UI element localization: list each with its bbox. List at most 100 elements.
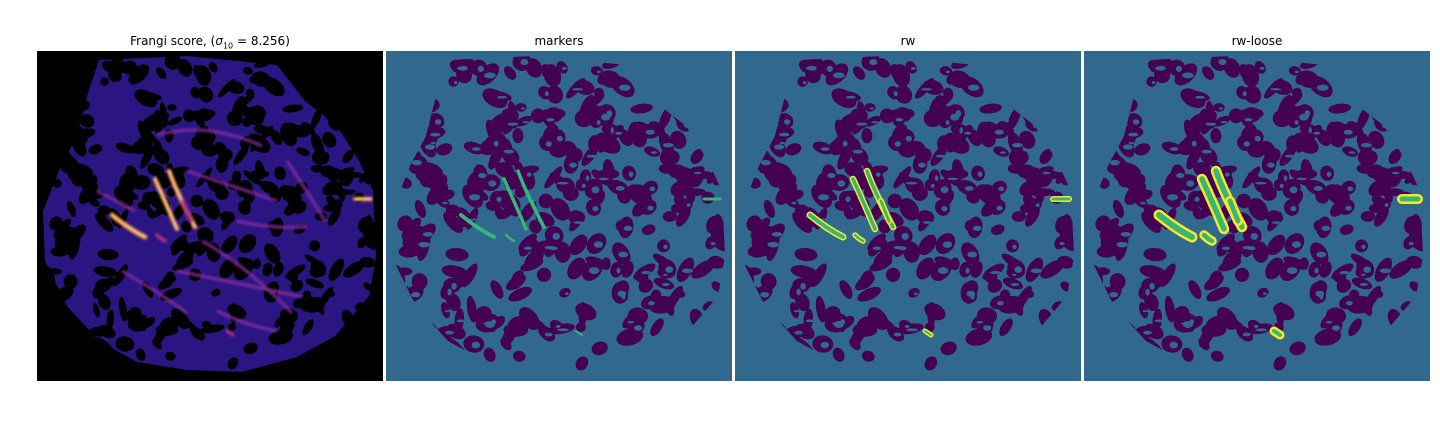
background-hole	[1012, 244, 1017, 250]
background-hole	[910, 66, 916, 70]
tissue-blob	[983, 184, 995, 194]
low-score-blob	[221, 235, 238, 255]
background-hole	[826, 65, 833, 72]
tissue-blob	[1236, 193, 1252, 209]
background-hole	[1151, 80, 1156, 85]
background-hole	[1169, 147, 1179, 151]
tissue-blob	[567, 257, 586, 280]
background-hole	[1116, 241, 1129, 248]
background-hole	[1154, 319, 1164, 323]
tissue-blob	[543, 64, 562, 87]
tissue-blob	[1198, 337, 1210, 351]
tissue-blob	[979, 103, 1002, 114]
tissue-blob	[1288, 115, 1302, 129]
background-hole	[964, 131, 972, 135]
tissue-blob	[1192, 206, 1202, 219]
background-hole	[1279, 183, 1284, 188]
background-hole	[856, 122, 868, 126]
tissue-blob	[662, 211, 678, 222]
background-hole	[965, 267, 970, 274]
low-score-blob	[159, 316, 180, 333]
tissue-blob	[1251, 199, 1269, 218]
background-hole	[552, 232, 561, 240]
tissue-blob	[512, 128, 524, 144]
background-hole	[588, 267, 600, 275]
low-score-blob	[243, 190, 256, 206]
background-hole	[1271, 221, 1281, 224]
background-hole	[996, 205, 1003, 211]
tissue-blob	[934, 256, 959, 270]
background-hole	[544, 332, 553, 337]
tissue-blob	[891, 124, 908, 142]
background-hole	[1296, 177, 1307, 181]
tissue-blob	[597, 168, 620, 180]
low-score-blob	[251, 105, 266, 120]
background-hole	[794, 330, 803, 335]
background-hole	[456, 319, 466, 323]
tissue-blob	[935, 103, 951, 119]
background-hole	[445, 330, 454, 335]
tissue-blob	[940, 189, 955, 207]
background-hole	[478, 173, 487, 179]
background-hole	[983, 325, 992, 331]
tissue-blob	[1267, 234, 1286, 256]
low-score-blob	[249, 169, 270, 179]
background-hole	[1059, 241, 1065, 246]
low-score-blob	[80, 174, 98, 190]
background-hole	[1384, 203, 1389, 208]
background-hole	[665, 266, 674, 273]
background-hole	[444, 310, 451, 313]
marker-seed	[879, 199, 891, 223]
low-score-blob	[253, 124, 269, 134]
tissue-blob	[494, 206, 504, 219]
background-hole	[561, 66, 567, 70]
background-hole	[1267, 162, 1275, 168]
background-hole	[1224, 172, 1230, 177]
tissue-blob	[902, 199, 920, 218]
low-score-blob	[242, 67, 253, 75]
medium-response	[186, 169, 278, 203]
tissue-blob	[556, 61, 568, 74]
marker-seed	[851, 177, 877, 231]
tissue-blob	[1139, 265, 1166, 279]
panel-rw: rw	[735, 32, 1081, 381]
tissue-blob	[621, 260, 634, 278]
tissue-blob	[1017, 164, 1036, 179]
low-score-blob	[270, 130, 283, 146]
background-hole	[831, 322, 843, 325]
tissue-blob	[1190, 315, 1204, 329]
tissue-blob	[1277, 169, 1290, 186]
low-score-blob	[100, 77, 109, 86]
tissue-blob	[790, 189, 804, 200]
tissue-blob	[999, 318, 1013, 336]
low-score-blob	[98, 294, 111, 310]
background-hole	[1254, 135, 1261, 142]
background-hole	[663, 273, 668, 276]
tissue-blob	[1252, 241, 1269, 263]
markers-image	[386, 51, 732, 381]
background-hole	[1254, 181, 1267, 185]
background-hole	[1379, 268, 1392, 274]
tissue-blob	[530, 108, 546, 124]
low-score-blob	[93, 266, 118, 278]
tissue-blob	[628, 121, 648, 148]
background-hole	[869, 59, 878, 66]
background-hole	[627, 320, 635, 324]
tissue-blob	[1159, 263, 1176, 288]
tissue-blob	[918, 234, 937, 256]
panel-title-frangi: Frangi score, (σ10 = 8.256)	[130, 34, 290, 51]
background-hole	[800, 282, 806, 290]
low-score-blob	[328, 258, 345, 281]
high-response	[181, 199, 193, 223]
tissue-blob	[548, 142, 568, 158]
marker-seed	[459, 213, 496, 239]
background-hole	[1201, 149, 1213, 154]
marker-seed	[808, 213, 845, 239]
background-hole	[805, 319, 815, 323]
tissue-blob	[861, 56, 876, 70]
tissue-blob	[1126, 173, 1146, 191]
background-hole	[1182, 72, 1194, 79]
background-hole	[1243, 141, 1250, 147]
background-hole	[615, 131, 623, 135]
tissue-blob	[474, 306, 492, 324]
